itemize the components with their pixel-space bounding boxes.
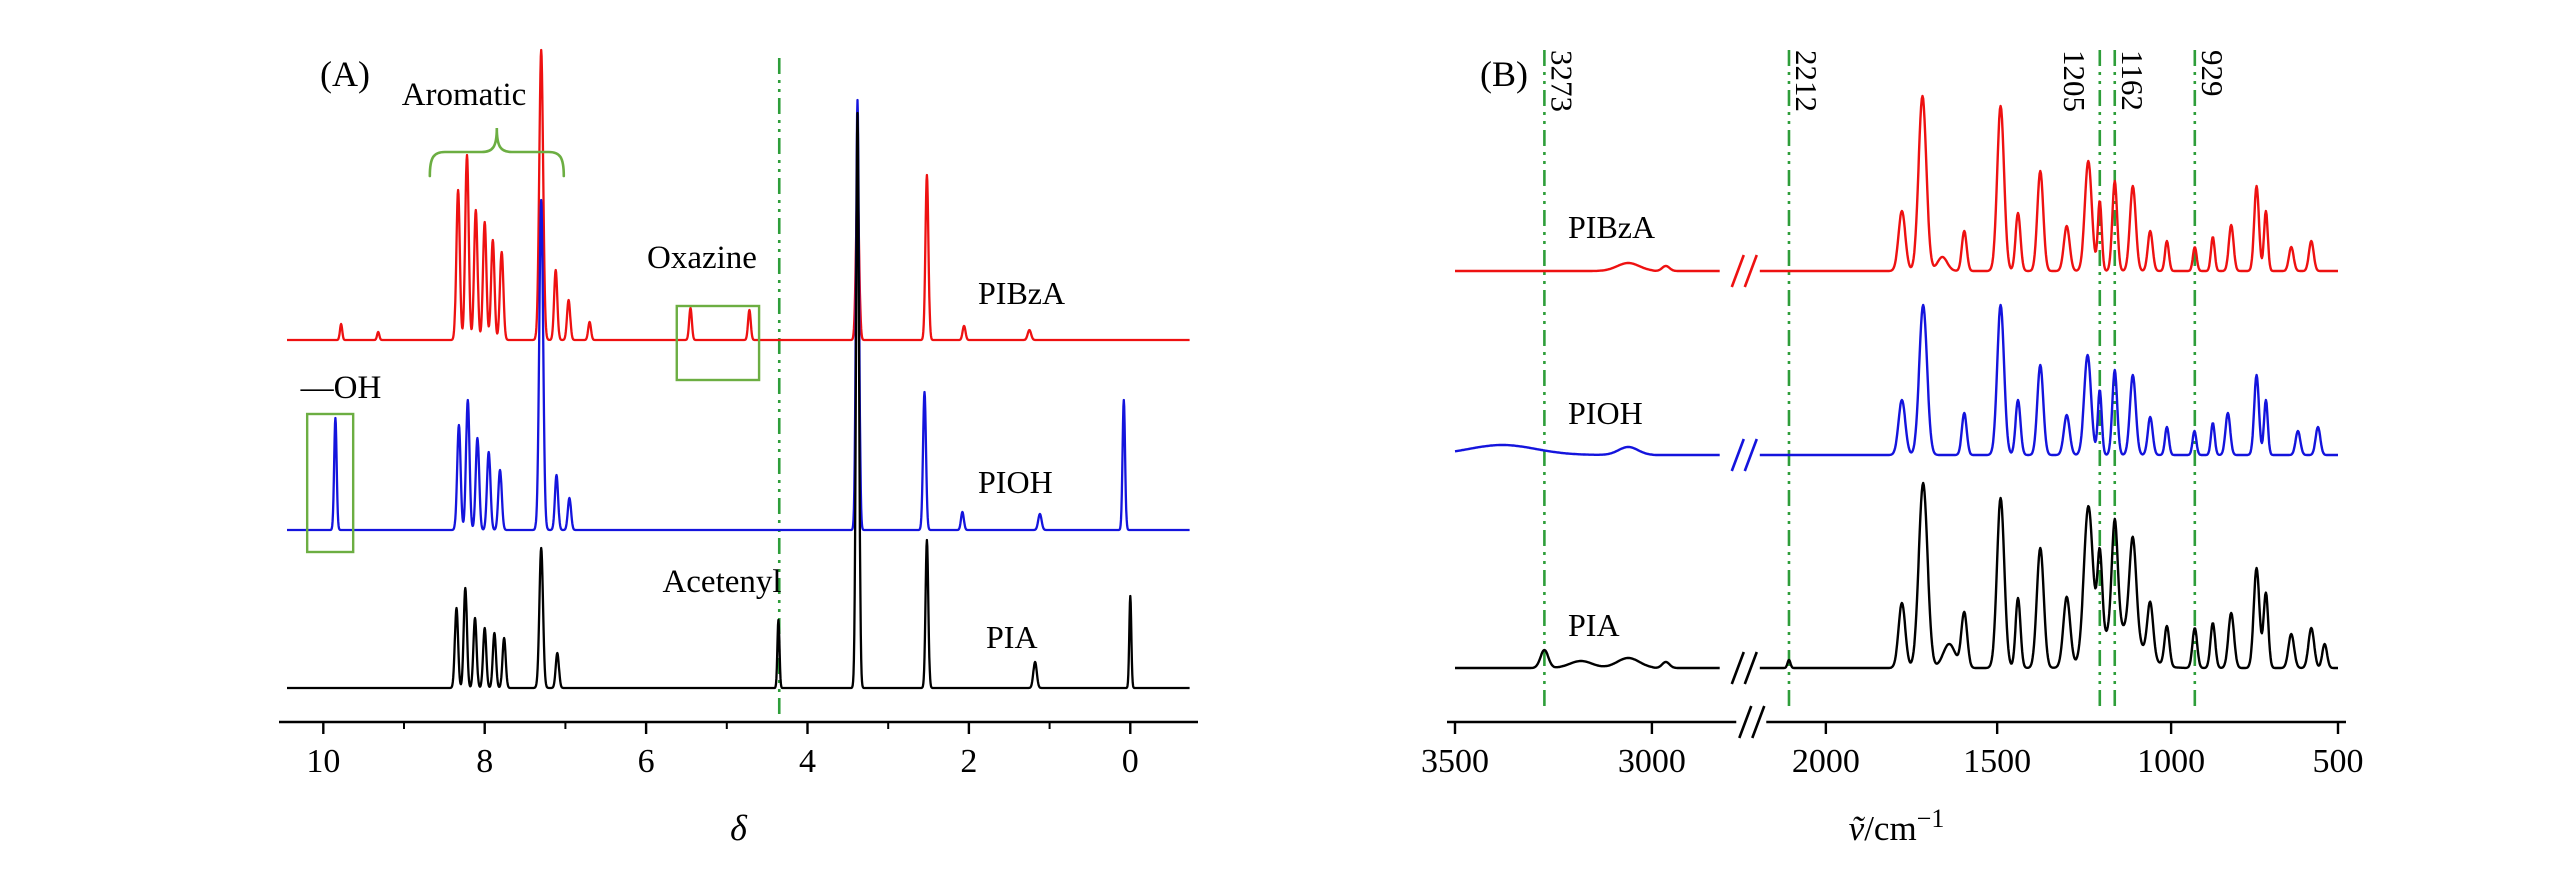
- panel-b-ftir: 3273 2212 1205 1162 929 PIBzA PIOH PIA 3500 3000 2…: [1421, 50, 2364, 848]
- panel-a-tag: (A): [320, 54, 370, 94]
- panel-a-tick-label: 2: [960, 743, 977, 780]
- oh-label: —OH: [300, 370, 382, 406]
- series-label-pibza: PIBzA: [978, 275, 1065, 311]
- trace-break-pibza: [1743, 254, 1758, 288]
- series-label-pibza: PIBzA: [1568, 209, 1655, 245]
- oh-box: [305, 412, 355, 554]
- aromatic-brace: [428, 127, 566, 178]
- trace-break-pia: [1743, 651, 1758, 685]
- ftir-trace-pibza: [1454, 94, 2339, 273]
- panel-b-tick-label: 3500: [1421, 743, 1489, 780]
- panel-a-tick-label: 0: [1122, 743, 1139, 780]
- panel-a-tick-label: 4: [799, 743, 816, 780]
- panel-a-nmr: PIBzA PIOH PIA Aromatic Oxazine Acetenyl —OH 10…: [279, 48, 1198, 848]
- aromatic-label: Aromatic: [402, 77, 527, 113]
- ftir-trace-pia: [1454, 481, 2339, 670]
- wavenumber-label-3273: 3273: [1544, 50, 1579, 112]
- trace-break-pia: [1730, 651, 1745, 685]
- panel-a-axis-label: δ: [730, 808, 748, 848]
- nmr-trace-pia: [286, 111, 1191, 690]
- nmr-trace-pibza: [286, 48, 1191, 342]
- series-label-pia: PIA: [986, 619, 1038, 655]
- trace-break-pioh: [1743, 438, 1758, 472]
- series-label-pioh: PIOH: [978, 464, 1053, 500]
- panel-a-tick-label: 10: [306, 743, 340, 780]
- panel-b-tick-label: 1000: [2137, 743, 2205, 780]
- ftir-trace-pioh: [1454, 303, 2339, 457]
- trace-break-pibza: [1730, 254, 1745, 288]
- oxazine-box: [675, 304, 761, 382]
- wavenumber-label-1162: 1162: [2115, 50, 2150, 111]
- panel-a-tick-label: 6: [638, 743, 655, 780]
- panel-b-tick-label: 1500: [1963, 743, 2031, 780]
- trace-break-pioh: [1730, 438, 1745, 472]
- panel-b-tick-label: 3000: [1618, 743, 1686, 780]
- panel-b-tick-label: 2000: [1792, 743, 1860, 780]
- axis-break-mark: [1738, 705, 1753, 739]
- wavenumber-label-1205: 1205: [2057, 50, 2092, 112]
- axis-break-mark: [1751, 705, 1766, 739]
- axis-break-gap: [1736, 718, 1767, 726]
- oxazine-label: Oxazine: [647, 240, 757, 276]
- panel-b-tick-label: 500: [2313, 743, 2364, 780]
- wavenumber-label-2212: 2212: [1789, 50, 1824, 112]
- series-label-pia: PIA: [1568, 607, 1620, 643]
- panel-b-axis-label: ṽ/cm−1: [1849, 804, 1945, 848]
- wavenumber-label-929: 929: [2195, 50, 2230, 97]
- series-label-pioh: PIOH: [1568, 395, 1643, 431]
- nmr-trace-pioh: [286, 98, 1191, 532]
- acetenyl-label: Acetenyl: [662, 564, 781, 600]
- panel-b-tag: (B): [1480, 54, 1528, 94]
- panel-a-tick-label: 8: [476, 743, 493, 780]
